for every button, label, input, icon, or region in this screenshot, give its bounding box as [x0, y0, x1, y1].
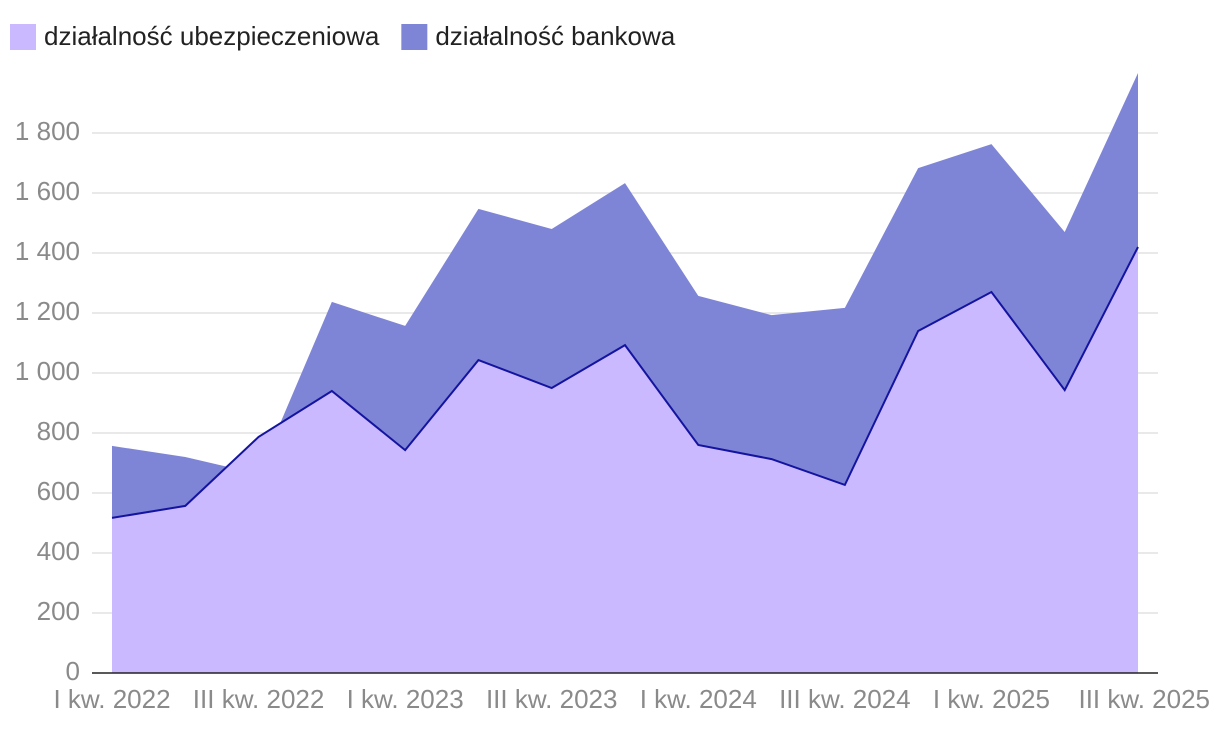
x-tick-label: I kw. 2024 [640, 684, 757, 714]
y-tick-label: 800 [37, 416, 80, 446]
y-tick-label: 400 [37, 536, 80, 566]
y-tick-label: 1 800 [15, 116, 80, 146]
x-tick-label: III kw. 2023 [486, 684, 618, 714]
x-tick-label: I kw. 2025 [933, 684, 1050, 714]
x-tick-label: I kw. 2023 [347, 684, 464, 714]
y-tick-label: 1 600 [15, 176, 80, 206]
y-tick-label: 1 200 [15, 296, 80, 326]
area [112, 247, 1138, 673]
y-tick-label: 0 [66, 656, 80, 686]
x-tick-label: III kw. 2025 [1078, 684, 1210, 714]
x-tick-label: III kw. 2022 [193, 684, 325, 714]
legend-label: działalność ubezpieczeniowa [44, 21, 380, 51]
line [111, 246, 1139, 519]
x-tick-label: I kw. 2022 [53, 684, 170, 714]
y-tick-label: 200 [37, 596, 80, 626]
legend-swatch [10, 24, 36, 50]
legend-swatch [401, 24, 428, 50]
legend-label: działalność bankowa [435, 21, 675, 51]
y-tick-label: 600 [37, 476, 80, 506]
y-tick-label: 1 400 [15, 236, 80, 266]
x-tick-label: III kw. 2024 [779, 684, 911, 714]
y-tick-label: 1 000 [15, 356, 80, 386]
